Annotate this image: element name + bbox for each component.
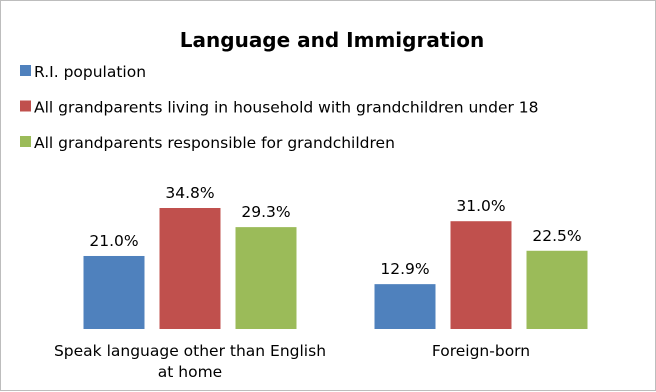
- bar-series1-cat1: [83, 255, 145, 329]
- chart-title: Language and Immigration: [180, 28, 484, 52]
- legend-swatch-3: [20, 136, 31, 147]
- data-label-series1-cat1: 21.0%: [89, 232, 138, 250]
- data-label-series2-cat1: 34.8%: [165, 184, 214, 202]
- bar-series3-cat1: [235, 227, 297, 329]
- legend-swatch-2: [20, 100, 31, 112]
- category-label-1-line-2: at home: [158, 363, 222, 381]
- data-label-series3-cat1: 29.3%: [241, 203, 290, 221]
- legend-swatch-1: [20, 65, 31, 76]
- category-labels: Speak language other than English at home…: [54, 342, 530, 381]
- plot-area: 21.0% 12.9% 34.8% 31.0% 29.3% 22.5%: [83, 184, 588, 329]
- data-label-series2-cat2: 31.0%: [456, 197, 505, 215]
- legend: R.I. population All grandparents living i…: [20, 63, 539, 152]
- data-label-series3-cat2: 22.5%: [532, 227, 581, 245]
- category-label-1-line-1: Speak language other than English: [54, 342, 326, 360]
- legend-label-2: All grandparents living in household wit…: [34, 99, 539, 117]
- bar-series3-cat2: [526, 250, 588, 329]
- bar-series2-cat1: [159, 208, 221, 329]
- data-label-series1-cat2: 12.9%: [380, 260, 429, 278]
- bar-series1-cat2: [374, 284, 436, 329]
- legend-label-3: All grandparents responsible for grandch…: [34, 134, 395, 152]
- legend-label-1: R.I. population: [34, 63, 146, 81]
- category-label-2-line-1: Foreign-born: [432, 342, 530, 360]
- bar-series2-cat2: [450, 221, 512, 329]
